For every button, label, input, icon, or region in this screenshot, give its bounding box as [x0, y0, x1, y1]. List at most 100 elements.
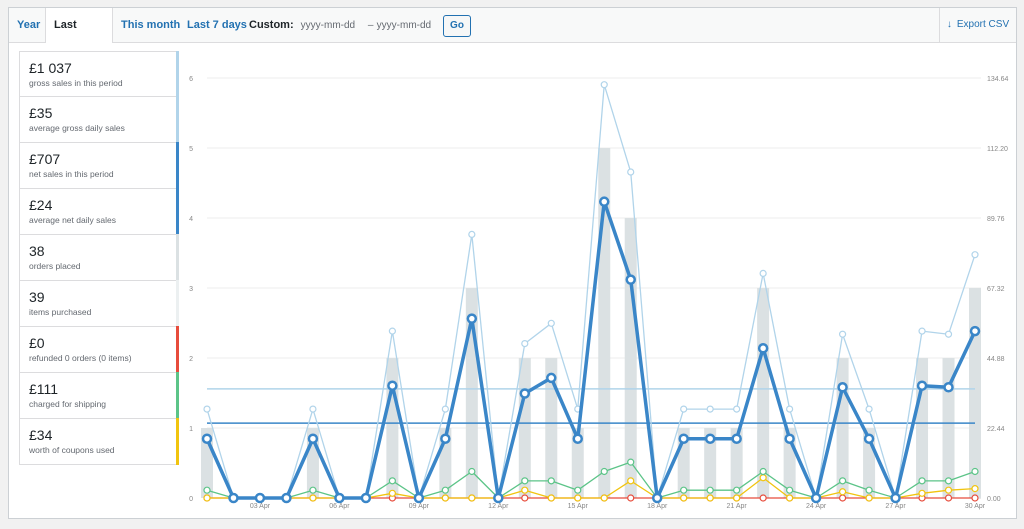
go-button[interactable]: Go: [443, 15, 471, 37]
series-point-coupons[interactable]: [600, 494, 608, 502]
series-point-net-sales[interactable]: [572, 433, 584, 444]
series-point-coupons[interactable]: [547, 494, 555, 502]
tab-last-7-days[interactable]: Last 7 days: [187, 19, 247, 31]
series-point-net-sales[interactable]: [678, 433, 689, 444]
series-point-net-sales[interactable]: [334, 492, 345, 504]
legend-item[interactable]: 39 items purchased: [19, 280, 179, 327]
series-point-shipping[interactable]: [309, 486, 317, 494]
series-point-coupons[interactable]: [759, 474, 767, 482]
series-point-shipping[interactable]: [600, 467, 608, 476]
series-point-coupons[interactable]: [521, 486, 529, 494]
series-point-gross-sales[interactable]: [547, 319, 555, 327]
series-point-shipping[interactable]: [838, 477, 847, 485]
series-point-net-sales[interactable]: [943, 382, 954, 393]
series-point-net-sales[interactable]: [413, 492, 425, 504]
series-point-coupons[interactable]: [865, 494, 873, 502]
series-point-coupons[interactable]: [627, 477, 635, 485]
series-point-gross-sales[interactable]: [838, 330, 847, 338]
series-point-gross-sales[interactable]: [971, 251, 979, 259]
series-point-net-sales[interactable]: [810, 492, 822, 504]
series-point-net-sales[interactable]: [466, 313, 478, 324]
series-point-net-sales[interactable]: [651, 492, 663, 504]
series-point-gross-sales[interactable]: [865, 405, 873, 413]
legend-item[interactable]: £1 037 gross sales in this period: [19, 51, 179, 98]
series-point-gross-sales[interactable]: [706, 405, 714, 413]
series-point-refunds[interactable]: [971, 494, 979, 502]
series-point-net-sales[interactable]: [254, 492, 266, 504]
series-point-coupons[interactable]: [944, 486, 953, 494]
legend-item[interactable]: £35 average gross daily sales: [19, 96, 179, 143]
series-point-coupons[interactable]: [309, 494, 317, 502]
series-point-net-sales[interactable]: [625, 274, 636, 285]
date-to-input[interactable]: yyyy-mm-dd: [376, 20, 432, 31]
series-point-coupons[interactable]: [786, 494, 794, 502]
series-point-refunds[interactable]: [838, 494, 847, 502]
series-point-shipping[interactable]: [759, 467, 767, 476]
series-point-refunds[interactable]: [521, 494, 529, 502]
series-point-shipping[interactable]: [706, 486, 714, 494]
series-point-coupons[interactable]: [468, 494, 476, 502]
legend-item[interactable]: £111 charged for shipping: [19, 372, 179, 419]
series-point-coupons[interactable]: [388, 489, 396, 497]
tab-year[interactable]: Year: [17, 19, 41, 31]
series-point-gross-sales[interactable]: [521, 339, 529, 348]
series-point-shipping[interactable]: [865, 486, 873, 494]
series-point-net-sales[interactable]: [837, 382, 848, 393]
series-point-gross-sales[interactable]: [600, 81, 608, 89]
series-point-gross-sales[interactable]: [627, 168, 635, 176]
series-point-net-sales[interactable]: [731, 433, 742, 444]
series-point-net-sales[interactable]: [863, 433, 875, 444]
series-point-refunds[interactable]: [759, 494, 767, 502]
tab-this-month[interactable]: This month: [121, 19, 181, 31]
series-point-shipping[interactable]: [203, 486, 211, 494]
series-point-shipping[interactable]: [574, 486, 582, 494]
series-point-net-sales[interactable]: [228, 492, 239, 504]
series-point-coupons[interactable]: [838, 488, 847, 496]
series-point-refunds[interactable]: [627, 494, 635, 502]
export-csv-button[interactable]: ↓ Export CSV: [939, 8, 1016, 42]
series-point-coupons[interactable]: [574, 494, 582, 502]
series-point-coupons[interactable]: [441, 494, 449, 502]
series-point-shipping[interactable]: [547, 477, 555, 485]
tab-last-month[interactable]: Last month: [45, 8, 113, 65]
series-point-shipping[interactable]: [786, 486, 794, 494]
series-point-shipping[interactable]: [441, 486, 449, 494]
series-point-shipping[interactable]: [971, 467, 979, 476]
series-point-net-sales[interactable]: [519, 388, 531, 399]
series-point-gross-sales[interactable]: [388, 327, 396, 335]
series-point-net-sales[interactable]: [201, 433, 213, 444]
series-point-coupons[interactable]: [706, 494, 714, 502]
series-point-shipping[interactable]: [388, 477, 396, 485]
series-point-shipping[interactable]: [733, 486, 741, 494]
legend-item[interactable]: 38 orders placed: [19, 234, 179, 281]
series-point-gross-sales[interactable]: [786, 405, 794, 413]
series-point-net-sales[interactable]: [890, 492, 901, 504]
series-point-net-sales[interactable]: [493, 492, 504, 504]
series-point-coupons[interactable]: [680, 494, 688, 502]
series-point-gross-sales[interactable]: [441, 405, 449, 413]
series-point-refunds[interactable]: [944, 494, 953, 502]
series-point-net-sales[interactable]: [387, 380, 398, 391]
series-point-shipping[interactable]: [918, 477, 926, 485]
series-point-net-sales[interactable]: [281, 492, 292, 504]
series-point-net-sales[interactable]: [704, 433, 716, 444]
series-point-shipping[interactable]: [944, 477, 953, 485]
series-point-net-sales[interactable]: [969, 325, 981, 337]
legend-item[interactable]: £707 net sales in this period: [19, 142, 179, 189]
series-point-gross-sales[interactable]: [944, 330, 953, 338]
series-point-gross-sales[interactable]: [918, 327, 926, 335]
series-point-net-sales[interactable]: [307, 433, 319, 444]
series-point-coupons[interactable]: [733, 494, 741, 502]
series-point-shipping[interactable]: [468, 467, 476, 476]
series-point-coupons[interactable]: [203, 494, 211, 502]
series-point-coupons[interactable]: [918, 489, 926, 497]
series-point-coupons[interactable]: [971, 485, 979, 493]
series-point-gross-sales[interactable]: [680, 405, 688, 413]
series-point-gross-sales[interactable]: [203, 405, 211, 413]
series-point-gross-sales[interactable]: [309, 405, 317, 413]
series-point-net-sales[interactable]: [598, 196, 610, 207]
series-point-gross-sales[interactable]: [468, 230, 476, 239]
legend-item[interactable]: £34 worth of coupons used: [19, 418, 179, 465]
series-point-gross-sales[interactable]: [759, 269, 767, 278]
series-point-net-sales[interactable]: [757, 343, 769, 354]
